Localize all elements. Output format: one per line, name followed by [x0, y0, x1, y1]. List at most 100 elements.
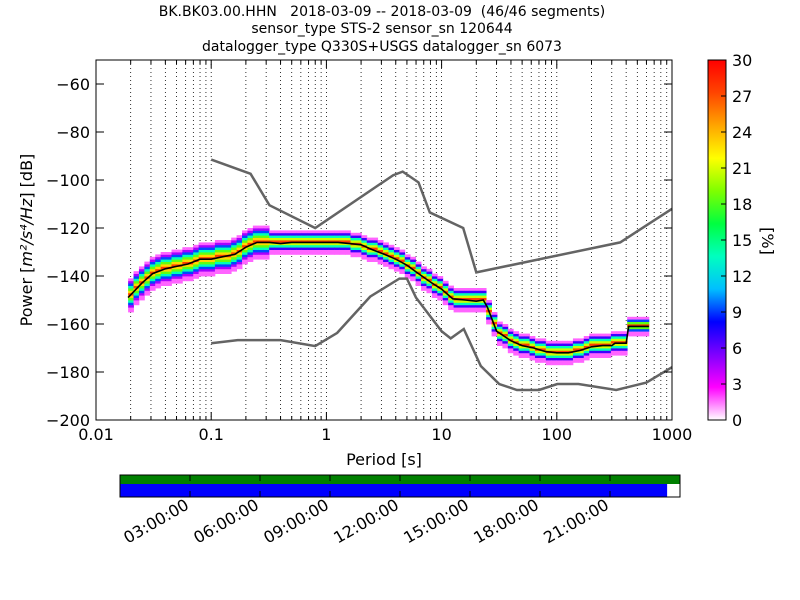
psd-cell	[540, 343, 547, 346]
psd-cell	[133, 278, 140, 282]
psd-cell	[453, 309, 460, 313]
psd-cell	[209, 247, 216, 250]
psd-cell	[355, 247, 362, 250]
psd-cell	[545, 357, 552, 361]
psd-cell	[464, 309, 471, 313]
psd-cell	[562, 360, 568, 363]
psd-cell	[280, 252, 286, 255]
timeline-tick-label: 06:00:00	[190, 495, 262, 547]
psd-cell	[383, 249, 389, 253]
psd-cell	[312, 232, 319, 236]
psd-cell	[307, 237, 313, 241]
psd-cell	[421, 280, 427, 284]
psd-cell	[242, 230, 248, 234]
psd-cell	[242, 252, 248, 255]
psd-cell	[421, 268, 427, 272]
psd-cell	[171, 249, 178, 253]
psd-cell	[393, 266, 400, 270]
psd-cell	[605, 355, 612, 358]
psd-cell	[269, 237, 275, 241]
psd-cell	[507, 333, 514, 337]
psd-cell	[285, 247, 292, 250]
psd-cell	[220, 256, 227, 260]
psd-cell	[572, 340, 579, 344]
psd-cell	[269, 242, 275, 246]
psd-cell	[437, 288, 444, 291]
psd-cell	[160, 276, 167, 279]
psd-cell	[513, 333, 520, 337]
psd-cell	[182, 266, 189, 270]
psd-cell	[627, 319, 634, 322]
x-tick-label: 10	[431, 425, 451, 444]
psd-cell	[486, 316, 492, 320]
psd-cell	[328, 242, 335, 246]
psd-cell	[171, 268, 178, 272]
psd-cell	[307, 232, 313, 236]
psd-cell	[540, 348, 547, 351]
psd-cell	[176, 252, 183, 255]
psd-cell	[355, 232, 362, 236]
psd-cell	[252, 252, 259, 255]
psd-cell	[242, 261, 248, 265]
psd-cell	[426, 290, 433, 294]
psd-cell	[236, 247, 243, 250]
colorbar-tick-label: 12	[732, 267, 752, 286]
psd-cell	[280, 237, 286, 241]
psd-cell	[507, 348, 514, 351]
psd-cell	[361, 242, 368, 246]
psd-cell	[176, 271, 183, 274]
psd-cell	[415, 283, 422, 286]
psd-cell	[274, 237, 281, 241]
psd-cell	[643, 321, 650, 325]
psd-cell	[247, 232, 254, 236]
psd-cell	[480, 288, 487, 291]
psd-cell	[209, 254, 216, 258]
psd-cell	[290, 247, 297, 250]
psd-cell	[361, 252, 368, 255]
psd-cell	[155, 256, 162, 260]
psd-cell	[263, 232, 270, 236]
psd-cell	[182, 261, 189, 265]
psd-cell	[610, 331, 617, 334]
psd-cell	[149, 280, 156, 284]
psd-cell	[399, 249, 406, 253]
psd-cell	[486, 302, 492, 306]
psd-cell	[605, 352, 612, 356]
psd-cell	[214, 244, 221, 248]
psd-cell	[583, 348, 590, 351]
psd-cell	[231, 242, 238, 246]
psd-cell	[507, 336, 514, 339]
psd-cell	[632, 319, 639, 322]
psd-cell	[502, 324, 509, 327]
psd-cell	[491, 314, 498, 318]
colorbar-tick-label: 27	[732, 87, 752, 106]
psd-cell	[562, 343, 568, 346]
psd-cell	[475, 302, 482, 306]
psd-cell	[600, 333, 606, 337]
psd-cell	[388, 264, 395, 267]
psd-cell	[545, 340, 552, 344]
psd-cell	[616, 350, 623, 354]
psd-cell	[545, 348, 552, 351]
psd-cell	[415, 280, 422, 284]
psd-cell	[193, 271, 200, 274]
psd-cell	[198, 254, 205, 258]
psd-cell	[323, 240, 330, 243]
psd-cell	[562, 362, 568, 366]
psd-cell	[171, 261, 178, 265]
psd-cell	[502, 340, 509, 344]
psd-cell	[160, 271, 167, 274]
psd-cell	[616, 331, 623, 334]
psd-cell	[426, 288, 433, 291]
psd-cell	[502, 333, 509, 337]
psd-cell	[399, 271, 406, 274]
psd-cell	[187, 247, 194, 250]
psd-cell	[459, 292, 465, 296]
psd-cell	[372, 242, 379, 246]
psd-cell	[453, 288, 460, 291]
psd-cell	[231, 254, 238, 258]
psd-cell	[627, 326, 634, 330]
psd-cell	[507, 328, 514, 332]
psd-cell	[193, 266, 200, 270]
psd-cell	[328, 230, 335, 234]
